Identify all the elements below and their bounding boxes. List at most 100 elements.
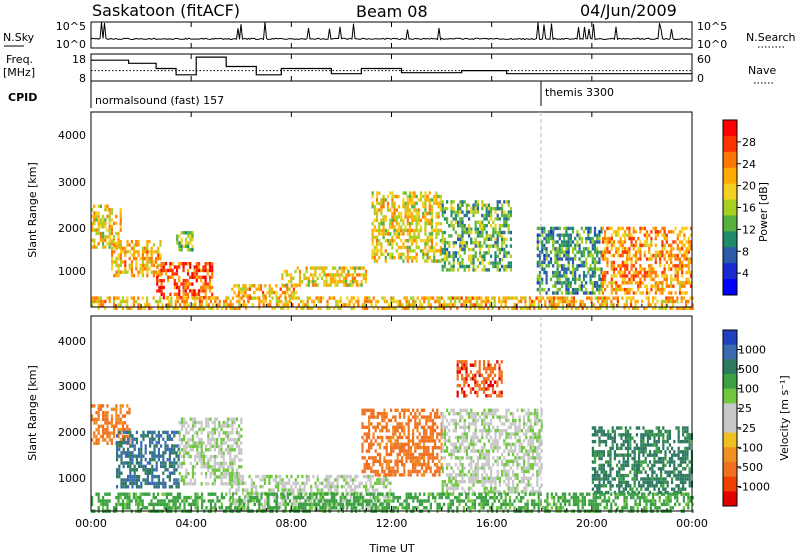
heatmap-cell [485,217,488,221]
heatmap-cell [384,485,388,489]
heatmap-cell [353,269,357,274]
heatmap-cell [372,408,375,412]
heatmap-cell [395,222,398,226]
heatmap-cell [115,263,118,268]
heatmap-cell [509,230,512,235]
heatmap-cell [567,243,570,248]
heatmap-cell [400,211,403,216]
heatmap-cell [502,296,505,300]
heatmap-cell [173,272,176,276]
heatmap-cell [476,480,479,484]
heatmap-cell [398,452,401,457]
heatmap-cell [448,261,451,265]
heatmap-cell [468,258,471,262]
heatmap-cell [439,239,442,243]
heatmap-cell [382,481,385,485]
heatmap-cell [441,449,444,453]
heatmap-cell [577,306,580,310]
heatmap-cell [405,449,408,453]
heatmap-cell [619,226,622,231]
heatmap-cell [447,296,450,300]
heatmap-cell [172,306,175,310]
heatmap-cell [398,415,401,419]
heatmap-cell [386,228,390,233]
heatmap-cell [117,245,120,249]
heatmap-cell [137,306,140,310]
heatmap-cell [425,415,428,419]
heatmap-cell [268,294,271,298]
heatmap-cell [549,260,553,265]
heatmap-cell [494,241,497,245]
heatmap-cell [129,471,132,475]
heatmap-cell [438,439,441,443]
heatmap-cell [628,291,631,295]
heatmap-cell [627,296,630,300]
heatmap-cell [565,233,568,237]
heatmap-cell [195,272,198,276]
heatmap-cell [632,247,635,251]
heatmap-cell [157,481,160,486]
heatmap-cell [606,260,609,265]
heatmap-cell [349,495,352,499]
heatmap-cell [538,277,542,282]
heatmap-cell [425,449,428,453]
heatmap-cell [91,214,94,219]
heatmap-cell [452,268,455,272]
heatmap-cell [384,478,388,482]
heatmap-cell [208,279,212,283]
heatmap-cell [544,299,547,304]
heatmap-cell [159,239,162,244]
heatmap-cell [661,284,664,288]
heatmap-cell [483,366,486,371]
heatmap-cell [639,230,642,234]
heatmap-cell [461,377,464,381]
heatmap-cell [339,306,342,310]
heatmap-cell [435,191,438,195]
heatmap-cell [375,194,379,199]
heatmap-cell [202,289,205,293]
heatmap-cell [407,303,410,307]
heatmap-cell [552,226,555,231]
heatmap-cell [271,296,274,300]
heatmap-cell [501,237,504,241]
heatmap-cell [443,251,446,255]
heatmap-cell [387,478,390,482]
heatmap-cell [227,417,230,421]
heatmap-cell [505,213,508,218]
heatmap-cell [135,454,138,458]
heatmap-cell [268,290,271,295]
heatmap-cell [371,242,374,246]
heatmap-cell [225,303,228,307]
heatmap-cell [496,234,499,238]
heatmap-cell [404,201,407,205]
heatmap-cell [474,363,477,367]
heatmap-cell [625,296,628,300]
heatmap-cell [472,241,475,245]
heatmap-cell [115,270,118,274]
heatmap-cell [687,260,690,265]
heatmap-cell [456,383,459,388]
heatmap-cell [524,296,527,300]
heatmap-cell [279,481,282,485]
heatmap-cell [91,296,94,300]
heatmap-cell [498,247,501,252]
heatmap-cell [683,233,686,237]
heatmap-cell [386,232,390,236]
heatmap-cell [104,238,107,242]
heatmap-cell [386,242,390,246]
heatmap-cell [526,306,529,310]
heatmap-cell [427,418,430,423]
heatmap-cell [404,225,407,229]
heatmap-cell [463,380,466,384]
heatmap-cell [327,283,330,287]
heatmap-cell [384,228,387,233]
heatmap-cell [281,276,284,280]
heatmap-cell [470,207,473,211]
heatmap-cell [194,444,197,449]
heatmap-cell [485,370,488,374]
heatmap-cell [160,292,163,296]
heatmap-cell [95,428,98,432]
heatmap-cell [667,267,671,271]
heatmap-cell [411,211,414,216]
heatmap-cell [379,452,382,457]
